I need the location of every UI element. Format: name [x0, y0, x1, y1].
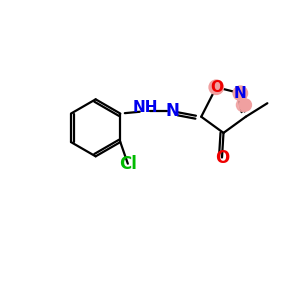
- Text: N: N: [166, 102, 180, 120]
- Circle shape: [239, 99, 251, 111]
- Circle shape: [209, 80, 224, 94]
- Circle shape: [236, 98, 250, 112]
- Text: NH: NH: [133, 100, 158, 115]
- Text: N: N: [234, 86, 247, 101]
- Circle shape: [233, 86, 247, 100]
- Text: Cl: Cl: [119, 155, 137, 173]
- Text: O: O: [210, 80, 223, 95]
- Text: O: O: [215, 148, 229, 166]
